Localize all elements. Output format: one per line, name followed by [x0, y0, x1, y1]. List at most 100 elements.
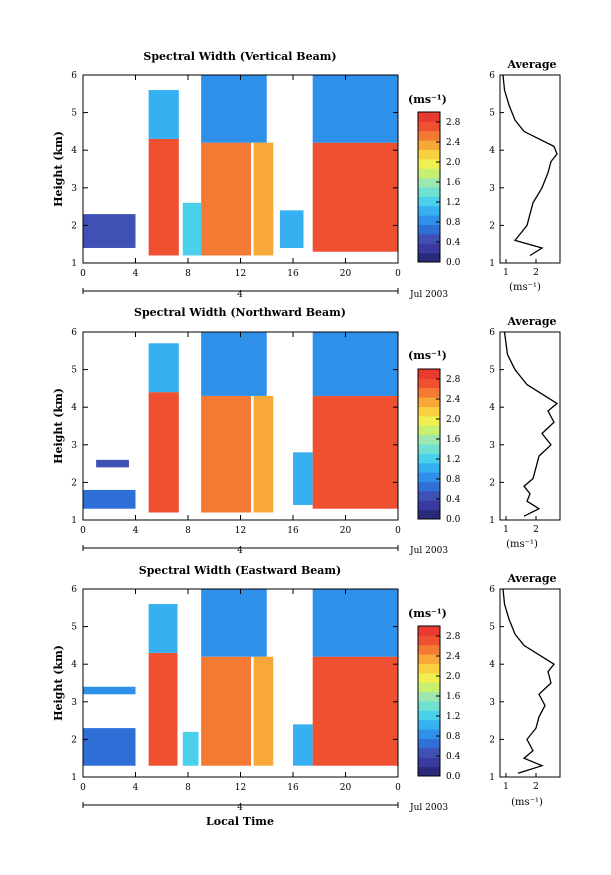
colorbar-frame [417, 111, 441, 263]
colorbar-swatch [418, 434, 440, 445]
colorbar-swatch [418, 719, 440, 730]
colorbar-swatch [418, 140, 440, 150]
colorbar-tick-label: 0.4 [446, 752, 461, 762]
profile-x-tick-label: 1 [503, 782, 509, 792]
y-axis-label: Height (km) [52, 131, 65, 207]
colorbar-tick-label: 2.4 [446, 395, 461, 405]
colorbar-tick-label: 0.8 [446, 732, 461, 742]
colorbar-swatch [418, 233, 440, 244]
y-tick-label: 3 [71, 441, 77, 451]
colorbar-unit-label: (ms⁻¹) [408, 349, 447, 362]
heatmap-cell [201, 332, 267, 396]
colorbar-swatch [418, 701, 440, 711]
x-tick-label: 16 [287, 526, 299, 536]
average-title: Average [506, 572, 556, 585]
colorbar-tick-label: 1.6 [446, 435, 461, 445]
colorbar-swatch [418, 158, 440, 169]
colorbar-tick-label: 2.8 [446, 375, 461, 385]
colorbar-swatch [418, 509, 440, 520]
heatmap-cell [201, 589, 267, 657]
x-tick-label: 12 [235, 783, 246, 793]
date-axis [82, 802, 399, 808]
panel-title: Spectral Width (Northward Beam) [134, 306, 346, 319]
colorbar-swatch [418, 177, 440, 188]
colorbar-swatch [418, 766, 440, 777]
profile-x-tick-label: 2 [533, 782, 539, 792]
colorbar-swatch [418, 682, 440, 693]
heatmap-area [83, 75, 398, 256]
colorbar-tick-label: 1.6 [446, 692, 461, 702]
profile-x-tick-label: 2 [533, 268, 539, 278]
colorbar-swatch [418, 196, 440, 207]
heatmap-cell [83, 489, 136, 509]
x-axis: 0 4 8 12 16 20 0 [80, 75, 401, 279]
x-axis: 0 4 8 12 16 20 0 [80, 589, 401, 793]
colorbar-swatch [418, 378, 440, 389]
y-tick-label: 4 [71, 403, 77, 413]
average-profile-line [503, 331, 559, 517]
heatmap-cell [83, 686, 136, 695]
profile-y-tick-label: 2 [489, 478, 495, 488]
heatmap-cell [148, 138, 179, 256]
profile-y-tick-label: 1 [489, 516, 495, 526]
colorbar-swatch [418, 121, 440, 132]
y-axis: 1 2 3 4 5 6 [71, 328, 398, 526]
profile-y-tick-label: 3 [489, 698, 495, 708]
y-tick-label: 3 [71, 698, 77, 708]
average-profile: 1 2 3 4 5 6 1 2 [489, 585, 561, 792]
average-unit-label: (ms⁻¹) [511, 797, 543, 808]
colorbar-tick-label: 2.4 [446, 652, 461, 662]
heatmap-cell [253, 142, 274, 256]
colorbar-swatch [418, 425, 440, 436]
date-label: Jul 2003 [409, 290, 448, 300]
colorbar-swatch [418, 710, 440, 721]
y-tick-label: 4 [71, 146, 77, 156]
heatmap-cell [182, 731, 199, 766]
colorbar-swatch [418, 729, 440, 739]
colorbar-tick-label: 0.4 [446, 238, 461, 248]
profile-y-tick-label: 3 [489, 184, 495, 194]
x-tick-label: 20 [340, 783, 352, 793]
colorbar-tick-label: 1.2 [446, 198, 460, 208]
heatmap-cell [312, 75, 398, 143]
colorbar-swatch [418, 406, 440, 417]
y-tick-label: 2 [71, 221, 77, 231]
x-tick-label: 8 [185, 269, 191, 279]
y-axis: 1 2 3 4 5 6 [71, 585, 398, 783]
colorbar-swatch [418, 168, 440, 179]
colorbar-tick-label: 2.8 [446, 632, 461, 642]
heatmap-cell [201, 142, 251, 256]
colorbar-swatch [418, 243, 440, 254]
colorbar-swatch [418, 252, 440, 263]
colorbar-tick-label: 0.0 [446, 772, 461, 782]
colorbar-swatch [418, 462, 440, 473]
heatmap-cell [148, 652, 178, 766]
colorbar-tick-label: 2.0 [446, 672, 461, 682]
colorbar-swatch [418, 130, 440, 141]
average-title: Average [506, 58, 556, 71]
heatmap-cell [312, 332, 398, 396]
colorbar-swatch [418, 387, 440, 398]
colorbar-swatch [418, 215, 440, 225]
date-day-label: 4 [237, 290, 243, 300]
x-tick-label: 4 [133, 783, 139, 793]
x-tick-label: 0 [80, 526, 86, 536]
heatmap-cell [279, 210, 304, 248]
x-tick-label: 8 [185, 783, 191, 793]
average-profile: 1 2 3 4 5 6 1 2 [489, 328, 561, 535]
colorbar: 0.0 0.4 0.8 1.2 1.6 2.0 2.4 2.8 [417, 111, 461, 268]
colorbar-swatch [418, 453, 440, 464]
x-axis: 0 4 8 12 16 20 0 [80, 332, 401, 536]
colorbar-swatch [418, 187, 440, 197]
y-tick-label: 2 [71, 735, 77, 745]
colorbar-tick-label: 0.0 [446, 515, 461, 525]
average-unit-label: (ms⁻¹) [509, 282, 541, 293]
date-axis [82, 545, 399, 551]
colorbar-tick-label: 1.2 [446, 455, 460, 465]
x-tick-label: 0 [395, 269, 401, 279]
heatmap-area [83, 589, 398, 766]
heatmap-cell [253, 395, 274, 513]
